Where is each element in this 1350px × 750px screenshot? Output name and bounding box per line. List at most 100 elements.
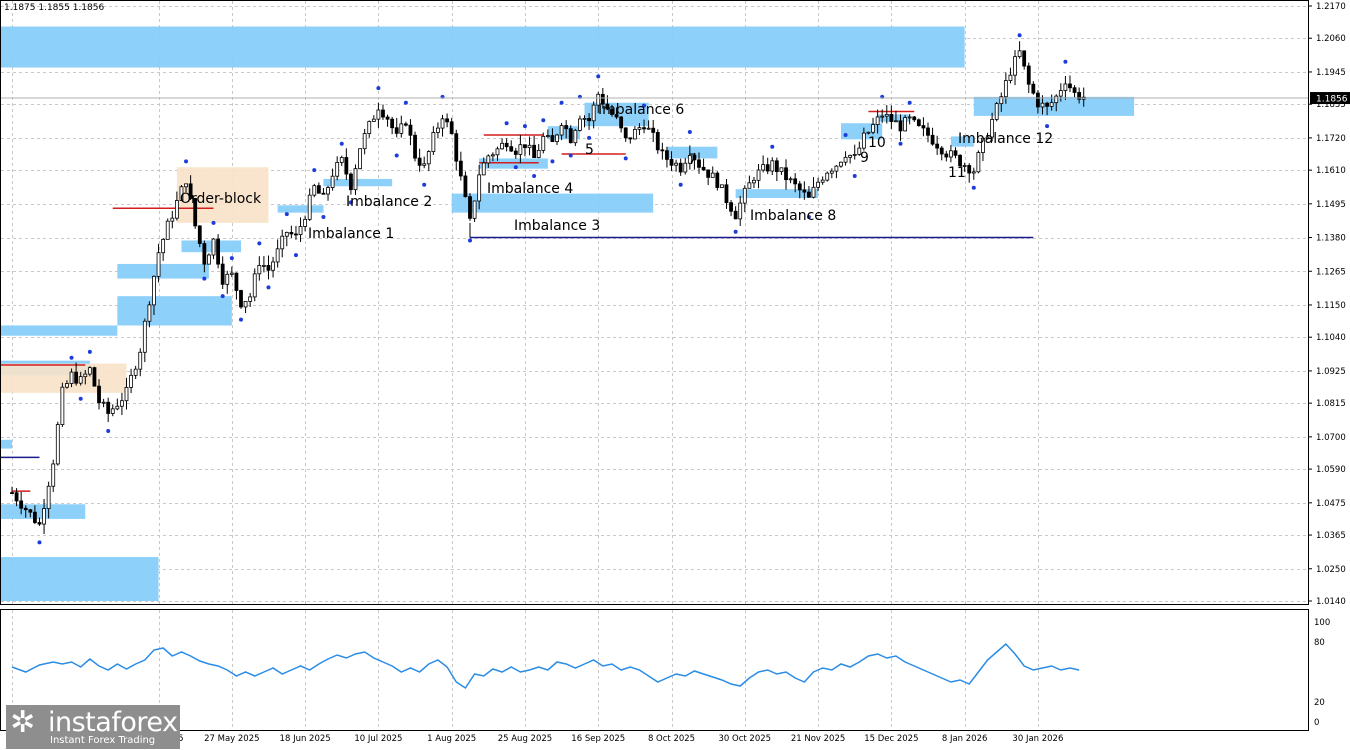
imbalance-zone [1, 26, 965, 68]
x-tick-label: 10 Jul 2025 [354, 734, 402, 744]
candle-body [408, 124, 413, 136]
candle-body [87, 367, 92, 375]
fractal-marker [843, 132, 848, 137]
imbalance-zone [117, 263, 209, 279]
candle-body [225, 273, 230, 285]
candle-body [807, 191, 811, 198]
candle-body [985, 136, 990, 139]
candle-body [97, 385, 101, 404]
candle-body [1068, 83, 1072, 89]
zone-label: 11 [948, 165, 966, 181]
x-tick-label: 25 Aug 2025 [498, 734, 552, 744]
rsi-plot-frame [0, 609, 1309, 731]
candle-body [271, 261, 275, 271]
candle-body [147, 304, 152, 322]
candle-body [573, 129, 578, 144]
imbalance-zone [451, 193, 654, 213]
candle-body [536, 149, 541, 158]
fractal-marker [312, 168, 317, 173]
candle-body [756, 169, 761, 181]
x-tick-label: 8 Oct 2025 [648, 734, 695, 744]
candle-body [284, 231, 289, 237]
candle-body [600, 93, 605, 105]
candle-body [706, 169, 711, 178]
candle-body [861, 132, 866, 149]
candle-body [33, 511, 37, 523]
y-tick-label: 1.0365 [1316, 531, 1346, 541]
candle-body [591, 104, 596, 122]
candle-body [37, 522, 42, 525]
ohlc-readout: 1.1875 1.1855 1.1856 [4, 3, 105, 13]
fractal-marker [202, 276, 207, 281]
candle-body [463, 175, 468, 198]
candle-body [1036, 92, 1040, 108]
candle-body [971, 171, 976, 174]
zone-label: Imbalance 8 [750, 208, 836, 224]
candle-body [825, 172, 830, 181]
candle-body [697, 159, 701, 168]
fractal-marker [106, 429, 111, 433]
y-tick-label: 1.0250 [1316, 565, 1346, 575]
candle-body [449, 121, 454, 135]
candle-body [953, 150, 958, 156]
candle-body [1026, 65, 1031, 85]
candle-body [829, 170, 834, 174]
candle-body [358, 148, 362, 170]
imbalance-zone [277, 205, 324, 213]
imbalance-zone [950, 136, 974, 147]
candle-body [152, 275, 156, 306]
candle-body [252, 273, 257, 298]
candle-body [23, 507, 28, 511]
imbalance-zone [1, 557, 159, 601]
candle-body [344, 157, 349, 175]
y-tick-label: 1.0700 [1316, 433, 1346, 443]
fractal-marker [898, 141, 903, 146]
candle-body [69, 371, 74, 384]
candle-body [371, 118, 376, 122]
candle-body [655, 132, 660, 151]
fractal-marker [541, 118, 546, 123]
candle-body [390, 118, 395, 129]
candle-body [19, 500, 24, 509]
candle-body [1072, 87, 1077, 93]
candle-body [880, 115, 885, 118]
candle-body [376, 109, 381, 120]
candle-body [165, 220, 170, 240]
candle-body [916, 119, 921, 126]
candle-body [426, 151, 431, 165]
candle-body [280, 235, 285, 250]
fractal-marker [550, 159, 555, 164]
candle-body [907, 116, 912, 119]
candle-body [243, 301, 248, 308]
candle-body [490, 154, 495, 157]
candle-body [944, 153, 949, 158]
candle-body [660, 149, 665, 152]
zone-label: 10 [868, 135, 886, 151]
candles [10, 41, 1086, 535]
x-tick-label: 30 Jan 2026 [1012, 734, 1063, 744]
candle-body [326, 187, 330, 195]
candle-body [129, 374, 133, 388]
zone-label: Imbalance 6 [598, 102, 684, 118]
candle-body [857, 147, 862, 155]
fractal-marker [239, 317, 243, 322]
candle-body [115, 405, 120, 410]
candle-body [339, 157, 344, 163]
fractal-marker [522, 124, 527, 129]
candle-body [733, 210, 738, 220]
candle-body [884, 114, 889, 117]
candle-body [445, 118, 450, 123]
candle-body [816, 181, 820, 188]
candle-body [266, 265, 271, 271]
rsi-line [11, 642, 1080, 690]
candle-body [898, 120, 903, 132]
candle-body [962, 165, 967, 167]
candle-body [724, 184, 729, 204]
imbalance-zone [877, 114, 910, 122]
candle-body [651, 127, 656, 133]
fractal-marker [907, 100, 912, 105]
candle-body [275, 248, 280, 263]
y-tick-label: 1.0815 [1316, 399, 1346, 409]
y-tick-label: 1.0475 [1316, 499, 1346, 509]
